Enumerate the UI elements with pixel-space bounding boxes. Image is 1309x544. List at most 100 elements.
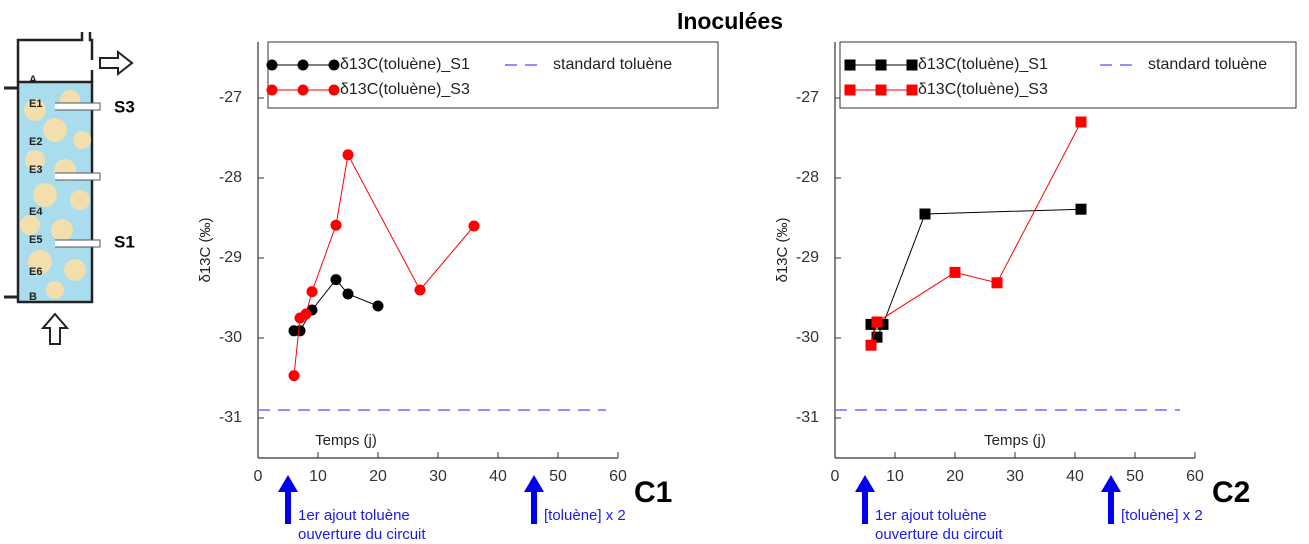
annotation-text: ouverture du circuit — [298, 526, 426, 543]
annotation-arrow — [1101, 475, 1121, 524]
marker — [288, 370, 300, 382]
legend-marker — [297, 59, 309, 71]
marker — [294, 325, 306, 337]
y-tick-label: -27 — [219, 89, 242, 106]
y-axis-label: δ13C (‰) — [774, 217, 791, 282]
marker — [1075, 203, 1087, 215]
marker — [871, 316, 883, 328]
diagram-label: E2 — [29, 136, 42, 148]
x-tick-label: 20 — [369, 468, 387, 485]
figure-title: Inoculées — [677, 8, 783, 34]
marker — [919, 208, 931, 220]
marker — [877, 318, 889, 330]
x-tick-label: 20 — [946, 468, 964, 485]
legend-marker — [328, 59, 340, 71]
outlet-arrow — [99, 49, 134, 77]
x-tick-label: 60 — [1186, 468, 1204, 485]
marker — [330, 274, 342, 286]
pipe — [16, 32, 94, 82]
x-tick-label: 50 — [549, 468, 567, 485]
x-tick-label: 10 — [309, 468, 327, 485]
x-tick-label: 10 — [886, 468, 904, 485]
legend-marker — [875, 84, 887, 96]
marker — [342, 288, 354, 300]
y-tick-label: -31 — [219, 409, 242, 426]
y-tick-label: -30 — [796, 329, 819, 346]
outlet-label: S1 — [114, 232, 135, 251]
panel-label: C1 — [634, 476, 672, 509]
diagram-label: E1 — [29, 98, 42, 110]
marker — [865, 339, 877, 351]
legend-label: standard toluène — [1148, 56, 1267, 73]
annotation-text: 1er ajout toluène — [875, 507, 987, 524]
marker — [871, 331, 883, 343]
legend-box — [267, 41, 719, 109]
marker — [1075, 116, 1087, 128]
marker — [300, 308, 312, 320]
series-line — [870, 121, 1082, 346]
legend-marker — [844, 59, 856, 71]
series-line — [293, 153, 475, 376]
y-tick-label: -28 — [796, 169, 819, 186]
legend-marker — [297, 84, 309, 96]
y-tick-label: -28 — [219, 169, 242, 186]
x-tick-label: 40 — [1066, 468, 1084, 485]
panel-label: C2 — [1212, 476, 1250, 509]
x-tick-label: 0 — [831, 468, 840, 485]
x-tick-label: 40 — [489, 468, 507, 485]
diagram-label: E5 — [29, 234, 42, 246]
legend-box — [839, 41, 1297, 109]
annotation-arrow — [278, 475, 298, 524]
legend-label: standard toluène — [553, 56, 672, 73]
annotation-text: 1er ajout toluène — [298, 507, 410, 524]
diagram-label: A — [29, 74, 37, 86]
y-axis-label: δ13C (‰) — [197, 217, 214, 282]
diagram-label: E4 — [29, 206, 43, 218]
legend-label: δ13C(toluène)_S3 — [918, 81, 1048, 98]
outlet-label: S3 — [114, 97, 135, 116]
x-tick-label: 50 — [1126, 468, 1144, 485]
legend-label: δ13C(toluène)_S1 — [918, 56, 1048, 73]
series-line — [294, 278, 379, 332]
marker — [306, 286, 318, 298]
marker — [414, 284, 426, 296]
legend-label: δ13C(toluène)_S3 — [340, 81, 470, 98]
x-tick-label: 30 — [1006, 468, 1024, 485]
marker — [342, 149, 354, 161]
marker — [330, 219, 342, 231]
diagram-label: E3 — [29, 164, 42, 176]
legend-marker — [875, 59, 887, 71]
x-tick-label: 30 — [429, 468, 447, 485]
legend-marker — [266, 84, 278, 96]
annotation-arrow — [855, 475, 875, 524]
y-tick-label: -29 — [219, 249, 242, 266]
marker — [372, 300, 384, 312]
sampling-ports — [55, 102, 101, 248]
y-tick-label: -27 — [796, 89, 819, 106]
marker — [468, 220, 480, 232]
annotation-text: [toluène] x 2 — [544, 507, 626, 524]
x-tick-label: 0 — [254, 468, 263, 485]
x-tick-label: 60 — [609, 468, 627, 485]
x-axis-label: Temps (j) — [315, 432, 377, 449]
annotation-text: ouverture du circuit — [875, 526, 1003, 543]
y-tick-label: -31 — [796, 409, 819, 426]
y-tick-label: -29 — [796, 249, 819, 266]
legend-marker — [266, 59, 278, 71]
legend-marker — [328, 84, 340, 96]
annotation-text: [toluène] x 2 — [1121, 507, 1203, 524]
flange — [4, 86, 18, 299]
marker — [949, 266, 961, 278]
reactor-diagram — [4, 32, 134, 345]
legend-marker — [844, 84, 856, 96]
annotation-arrow — [524, 475, 544, 524]
diagram-label: B — [29, 291, 37, 303]
series-line — [870, 208, 1082, 339]
legend-label: δ13C(toluène)_S1 — [340, 56, 470, 73]
legend-marker — [906, 84, 918, 96]
y-tick-label: -30 — [219, 329, 242, 346]
diagram-label: E6 — [29, 266, 42, 278]
x-axis-label: Temps (j) — [984, 432, 1046, 449]
marker — [991, 277, 1003, 289]
